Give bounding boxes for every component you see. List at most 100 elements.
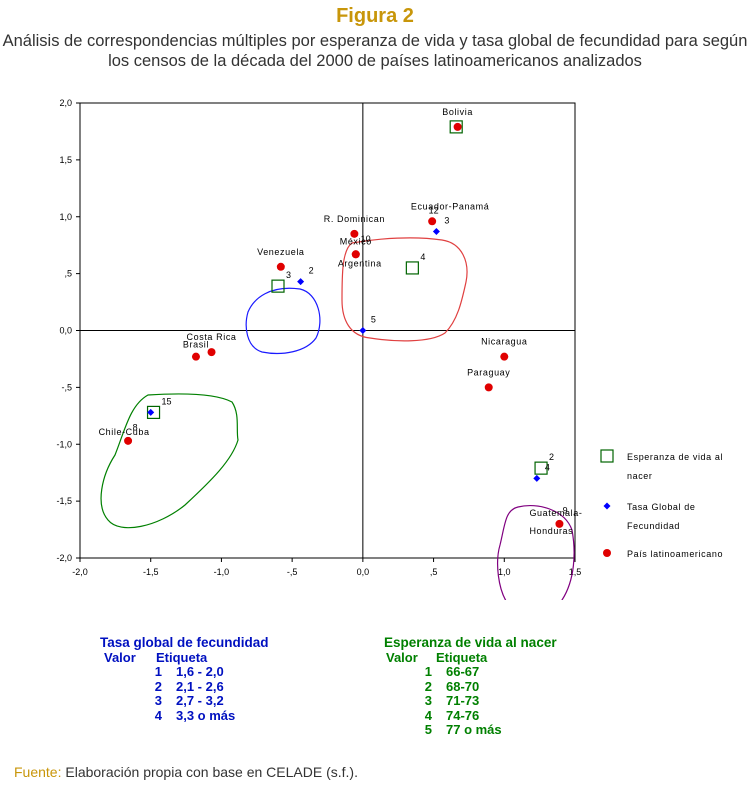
correspondence-plot: -2,0 -1,5 -1,0 -,5 0,0 ,5 1,0 1,5 2,0 1,5 1,0 ,5 0,0…	[56, 98, 723, 600]
legend-table-valor: 4	[424, 707, 432, 723]
category-number: 2	[309, 266, 314, 276]
x-tick-label: 0,0	[357, 567, 370, 577]
y-tick-label: ,5	[64, 269, 72, 279]
tgf-table-title: Tasa global de fecundidad	[100, 635, 269, 650]
legend-table-valor: 4	[154, 707, 162, 723]
circle-marker	[124, 436, 133, 445]
x-tick-label: ,5	[430, 567, 438, 577]
circle-marker	[555, 519, 564, 528]
category-number: 3	[286, 270, 291, 280]
legend-label: País latinoamericano	[627, 549, 723, 559]
evn-col-etiqueta: Etiqueta	[436, 649, 488, 665]
figure-title: Análisis de correspondencias múltiples p…	[2, 32, 748, 70]
evn-legend-table: Esperanza de vida al nacer Valor Etiquet…	[384, 635, 557, 738]
evn-col-valor: Valor	[386, 649, 418, 665]
legend-table-row: 1 66-67	[384, 664, 557, 680]
legend-label: Tasa Global de	[627, 502, 695, 512]
legend-table-etiqueta: 2,1 - 2,6	[176, 678, 224, 694]
circle-marker	[428, 217, 437, 226]
category-number: 5	[371, 315, 376, 325]
diamond-marker	[359, 327, 367, 334]
legend-table-etiqueta: 2,7 - 3,2	[176, 693, 224, 708]
legend-label: nacer	[627, 471, 653, 481]
square-marker	[534, 461, 548, 475]
x-tick-label: -,5	[287, 567, 298, 577]
diamond-marker	[147, 408, 155, 416]
legend-table-valor: 3	[424, 693, 432, 708]
y-tick-label: -1,0	[56, 439, 72, 449]
legend-table-etiqueta: 66-67	[446, 664, 480, 679]
circle-marker	[500, 352, 509, 361]
country-label: Costa Rica	[187, 332, 237, 342]
legend-table-valor: 5	[424, 722, 432, 737]
diamond-marker	[297, 278, 305, 286]
category-number: 4	[545, 462, 550, 472]
legend-table-etiqueta: 3,3 o más	[176, 707, 236, 723]
legend-table-row: 2 2,1 - 2,6	[100, 678, 269, 695]
x-tick-label: -2,0	[72, 567, 88, 577]
country-label: Honduras	[529, 526, 573, 536]
legend-table-valor: 2	[424, 678, 432, 694]
square-marker	[405, 261, 419, 275]
legend-table-row: 2 68-70	[384, 678, 557, 695]
legend-table-valor: 2	[154, 678, 162, 694]
legend-table-valor: 1	[424, 664, 432, 679]
tgf-table-header: Valor Etiqueta	[100, 649, 269, 666]
country-label: Paraguay	[467, 367, 510, 377]
country-label: Brasil	[183, 340, 209, 350]
x-tick-label: -1,0	[214, 567, 230, 577]
circle-marker	[351, 250, 360, 259]
point-number: 8	[133, 423, 138, 433]
legend-table-etiqueta: 68-70	[446, 678, 480, 694]
category-number: 2	[549, 452, 554, 462]
y-tick-label: 2,0	[59, 98, 72, 108]
legend-table-row: 3 71-73	[384, 693, 557, 709]
evn-table-header: Valor Etiqueta	[384, 649, 557, 666]
legend-table-row: 3 2,7 - 3,2	[100, 693, 269, 709]
chart-labels: 3 4 15 2 2 3 5 4 Bolivia R. Dominican Ecuador-Pana…	[99, 107, 582, 536]
legend-label: Esperanza de vida al	[627, 452, 723, 462]
legend-table-row: 4 3,3 o más	[100, 707, 269, 724]
legend-swatch-diamond	[603, 502, 611, 510]
point-number: 9	[563, 506, 568, 516]
category-number: 3	[444, 216, 449, 226]
legend-swatch-circle	[603, 549, 611, 557]
square-marker	[449, 120, 463, 134]
legend-table-etiqueta: 74-76	[446, 707, 480, 723]
country-label: Guatemala-	[529, 508, 582, 518]
cluster-outline-red	[341, 237, 468, 342]
legend-table-row: 1 1,6 - 2,0	[100, 664, 269, 680]
point-number: 10	[361, 234, 371, 244]
category-number: 4	[420, 252, 425, 262]
legend-table-row: 5 77 o más	[384, 722, 557, 738]
country-label: R. Dominican	[324, 214, 385, 224]
legend-table-valor: 1	[154, 664, 162, 679]
chart-points	[124, 120, 564, 528]
country-label: Bolivia	[442, 107, 473, 117]
evn-rows: 1 66-67 2 68-70 3 71-73 4 74-76 5 77 o más	[384, 664, 557, 738]
country-label: Ecuador-Panamá	[411, 201, 489, 211]
cluster-outlines	[100, 237, 575, 600]
tgf-col-valor: Valor	[104, 649, 136, 665]
cluster-outline-blue	[245, 287, 321, 355]
diamond-marker	[533, 474, 541, 482]
category-number: 15	[162, 396, 172, 406]
country-label: Nicaragua	[481, 337, 527, 347]
x-tick-label: 1,5	[569, 567, 582, 577]
circle-marker	[276, 262, 285, 271]
country-label: Argentina	[338, 258, 382, 268]
legend: Esperanza de vida al nacer Tasa Global de F…	[600, 449, 723, 559]
square-marker	[271, 279, 285, 293]
source-note: Fuente: Elaboración propia con base en C…	[14, 764, 358, 780]
y-tick-label: -2,0	[56, 553, 72, 563]
legend-table-etiqueta: 1,6 - 2,0	[176, 664, 224, 679]
point-number: 12	[429, 205, 439, 215]
tgf-col-etiqueta: Etiqueta	[156, 649, 208, 665]
cluster-outline-green	[100, 393, 239, 529]
evn-table-title: Esperanza de vida al nacer	[384, 635, 557, 650]
x-tick-label: -1,5	[143, 567, 159, 577]
figure-label: Figura 2	[336, 5, 414, 27]
y-tick-label: 0,0	[59, 326, 72, 336]
legend-table-valor: 3	[154, 693, 162, 708]
diamond-marker	[432, 228, 440, 236]
